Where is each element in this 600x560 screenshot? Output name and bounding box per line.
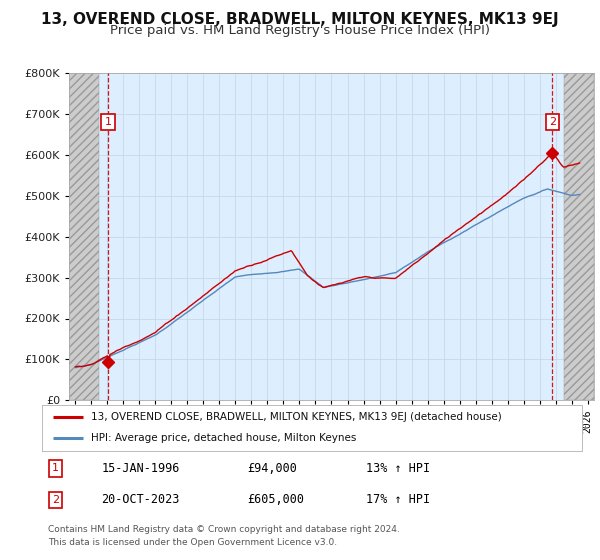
Text: £605,000: £605,000 <box>247 493 304 506</box>
Text: 13, OVEREND CLOSE, BRADWELL, MILTON KEYNES, MK13 9EJ (detached house): 13, OVEREND CLOSE, BRADWELL, MILTON KEYN… <box>91 412 502 422</box>
Text: 1: 1 <box>104 117 112 127</box>
Text: 2: 2 <box>549 117 556 127</box>
Text: 17% ↑ HPI: 17% ↑ HPI <box>366 493 430 506</box>
Text: 1: 1 <box>52 464 59 473</box>
Text: £94,000: £94,000 <box>247 462 297 475</box>
Text: 13, OVEREND CLOSE, BRADWELL, MILTON KEYNES, MK13 9EJ: 13, OVEREND CLOSE, BRADWELL, MILTON KEYN… <box>41 12 559 27</box>
Text: 15-JAN-1996: 15-JAN-1996 <box>101 462 180 475</box>
Bar <box>69 73 100 400</box>
Text: HPI: Average price, detached house, Milton Keynes: HPI: Average price, detached house, Milt… <box>91 433 356 444</box>
Text: Price paid vs. HM Land Registry's House Price Index (HPI): Price paid vs. HM Land Registry's House … <box>110 24 490 37</box>
Text: Contains HM Land Registry data © Crown copyright and database right 2024.
This d: Contains HM Land Registry data © Crown c… <box>48 525 400 547</box>
Text: 2: 2 <box>52 495 59 505</box>
Text: 13% ↑ HPI: 13% ↑ HPI <box>366 462 430 475</box>
Text: 20-OCT-2023: 20-OCT-2023 <box>101 493 180 506</box>
Bar <box>563 73 594 400</box>
